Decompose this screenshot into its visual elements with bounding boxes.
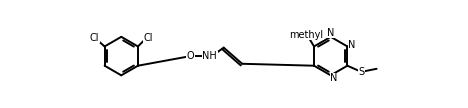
Text: O: O xyxy=(187,51,194,61)
Text: N: N xyxy=(330,73,337,83)
Text: NH: NH xyxy=(203,51,217,61)
Text: Cl: Cl xyxy=(90,33,99,43)
Text: S: S xyxy=(358,67,364,77)
Text: methyl: methyl xyxy=(289,30,323,40)
Text: N: N xyxy=(348,40,356,50)
Text: N: N xyxy=(327,28,335,38)
Text: Cl: Cl xyxy=(143,33,153,43)
